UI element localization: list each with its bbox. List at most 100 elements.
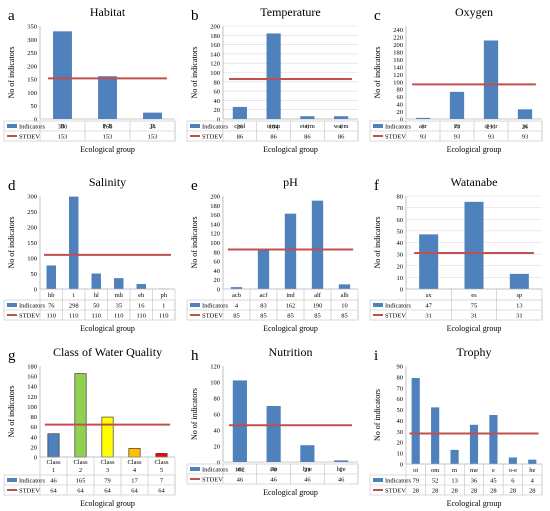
data-label-indicators: 16 <box>138 303 145 310</box>
bar-hb <box>46 265 56 289</box>
y-tick-label: 60 <box>397 94 404 101</box>
data-label-indicators: 10 <box>341 303 348 310</box>
panel-c: c Oxygen 020406080100120140160180200220240… <box>369 5 543 154</box>
data-label-indicators: 83 <box>260 303 267 310</box>
bar-p-b <box>98 76 117 119</box>
x-tick-label: Class <box>154 459 169 466</box>
chart-title: Habitat <box>90 5 126 19</box>
y-tick-label: 0 <box>217 287 220 294</box>
y-tick-label: 100 <box>27 90 37 97</box>
x-tick-label: ats <box>236 466 244 473</box>
data-label-indicators: 190 <box>313 303 323 310</box>
data-label-stdev: 110 <box>91 313 101 320</box>
y-tick-label: 150 <box>27 77 37 84</box>
data-label-stdev: 85 <box>260 313 267 320</box>
x-tick-label: hl <box>94 292 99 299</box>
chart-title: Watanabe <box>450 175 497 189</box>
data-label-indicators: 211 <box>486 124 496 131</box>
data-label-stdev: 110 <box>69 313 79 320</box>
bar-es <box>464 201 484 289</box>
legend-swatch-indicators <box>190 467 200 471</box>
legend-label-indicators: Indicators <box>385 478 411 485</box>
data-label-stdev: 86 <box>270 134 277 141</box>
x-tick-label: st <box>523 123 528 130</box>
x-tick-label: i <box>73 292 75 299</box>
legend-label-indicators: Indicators <box>202 467 228 474</box>
data-label-stdev: 28 <box>471 488 478 495</box>
data-label-stdev: 28 <box>412 488 419 495</box>
legend-swatch-indicators <box>190 303 200 307</box>
data-label-stdev: 64 <box>77 488 84 495</box>
x-axis-label: Ecological group <box>447 324 502 333</box>
data-label-indicators: 6 <box>306 124 310 131</box>
x-tick-label: es <box>471 292 477 299</box>
x-tick-label: ph <box>161 292 168 299</box>
x-tick-label: str <box>454 123 461 130</box>
data-label-indicators: 46 <box>50 478 57 485</box>
data-label-stdev: 46 <box>237 477 244 484</box>
x-tick-label: 3 <box>106 467 109 474</box>
y-tick-label: 60 <box>214 259 221 266</box>
panel-letter: e <box>191 178 198 194</box>
y-tick-label: 180 <box>210 33 220 40</box>
data-label-stdev: 85 <box>233 313 240 320</box>
legend-label-stdev: STDEV <box>385 134 406 141</box>
panel-letter: a <box>8 8 15 24</box>
data-label-stdev: 46 <box>338 477 345 484</box>
data-label-indicators: 184 <box>269 124 280 131</box>
data-label-stdev: 28 <box>432 488 439 495</box>
legend-label-indicators: Indicators <box>385 303 411 310</box>
y-tick-label: 30 <box>397 429 404 436</box>
data-label-indicators: 36 <box>471 478 478 485</box>
x-tick-label: hce <box>337 466 346 473</box>
bar-eh <box>136 284 146 289</box>
bar-class-4 <box>128 448 141 458</box>
x-tick-label: B <box>60 123 65 130</box>
x-tick-label: ot <box>413 467 418 474</box>
data-label-stdev: 86 <box>338 134 345 141</box>
legend-label-stdev: STDEV <box>385 488 406 495</box>
data-label-stdev: 64 <box>104 488 111 495</box>
y-tick-label: 160 <box>393 57 403 64</box>
y-tick-label: 70 <box>397 205 404 212</box>
y-tick-label: 40 <box>214 428 221 435</box>
y-tick-label: 50 <box>31 271 38 278</box>
y-tick-label: 250 <box>27 209 37 216</box>
y-tick-label: 160 <box>27 374 37 381</box>
bar-hne <box>300 445 315 462</box>
data-label-indicators: 165 <box>76 478 86 485</box>
data-label-indicators: 17 <box>131 478 138 485</box>
y-tick-label: 0 <box>400 117 403 124</box>
x-tick-label: hne <box>303 466 313 473</box>
panel-letter: b <box>191 8 199 24</box>
x-tick-label: mh <box>115 292 124 299</box>
y-axis-label: No of indicators <box>7 386 16 438</box>
data-label-stdev: 31 <box>471 313 478 320</box>
bar-m <box>450 449 459 464</box>
data-label-stdev: 85 <box>314 313 321 320</box>
data-label-indicators: 50 <box>93 303 100 310</box>
y-axis-label: No of indicators <box>190 217 199 269</box>
y-tick-label: 50 <box>397 228 404 235</box>
y-tick-label: 80 <box>397 374 404 381</box>
y-tick-label: 70 <box>397 385 404 392</box>
x-tick-label: acf <box>260 292 269 299</box>
y-tick-label: 80 <box>214 79 221 86</box>
bar-ats <box>232 380 247 462</box>
x-axis-label: Ecological group <box>80 499 135 508</box>
y-tick-label: 80 <box>214 249 221 256</box>
data-label-indicators: 35 <box>116 303 123 310</box>
y-tick-label: 20 <box>214 444 221 451</box>
panel-i: i Trophy 0 10 20 30 40 50 60 70 80 90 No of indicato… <box>369 345 543 508</box>
panel-e: e pH 0 20 40 60 80 100 120 140 160 180 200 No of indi… <box>186 175 359 333</box>
panel-f: f Watanabe 0 10 20 30 40 50 60 70 80 No of indicato… <box>369 175 543 333</box>
x-tick-label: e <box>492 467 495 474</box>
data-label-stdev: 153 <box>103 134 113 141</box>
y-tick-label: 30 <box>397 252 404 259</box>
panel-letter: f <box>374 178 379 194</box>
y-axis-label: No of indicators <box>7 217 16 269</box>
y-tick-label: 40 <box>214 268 221 275</box>
data-label-indicators: 4 <box>531 478 535 485</box>
x-tick-label: temp <box>267 123 280 130</box>
